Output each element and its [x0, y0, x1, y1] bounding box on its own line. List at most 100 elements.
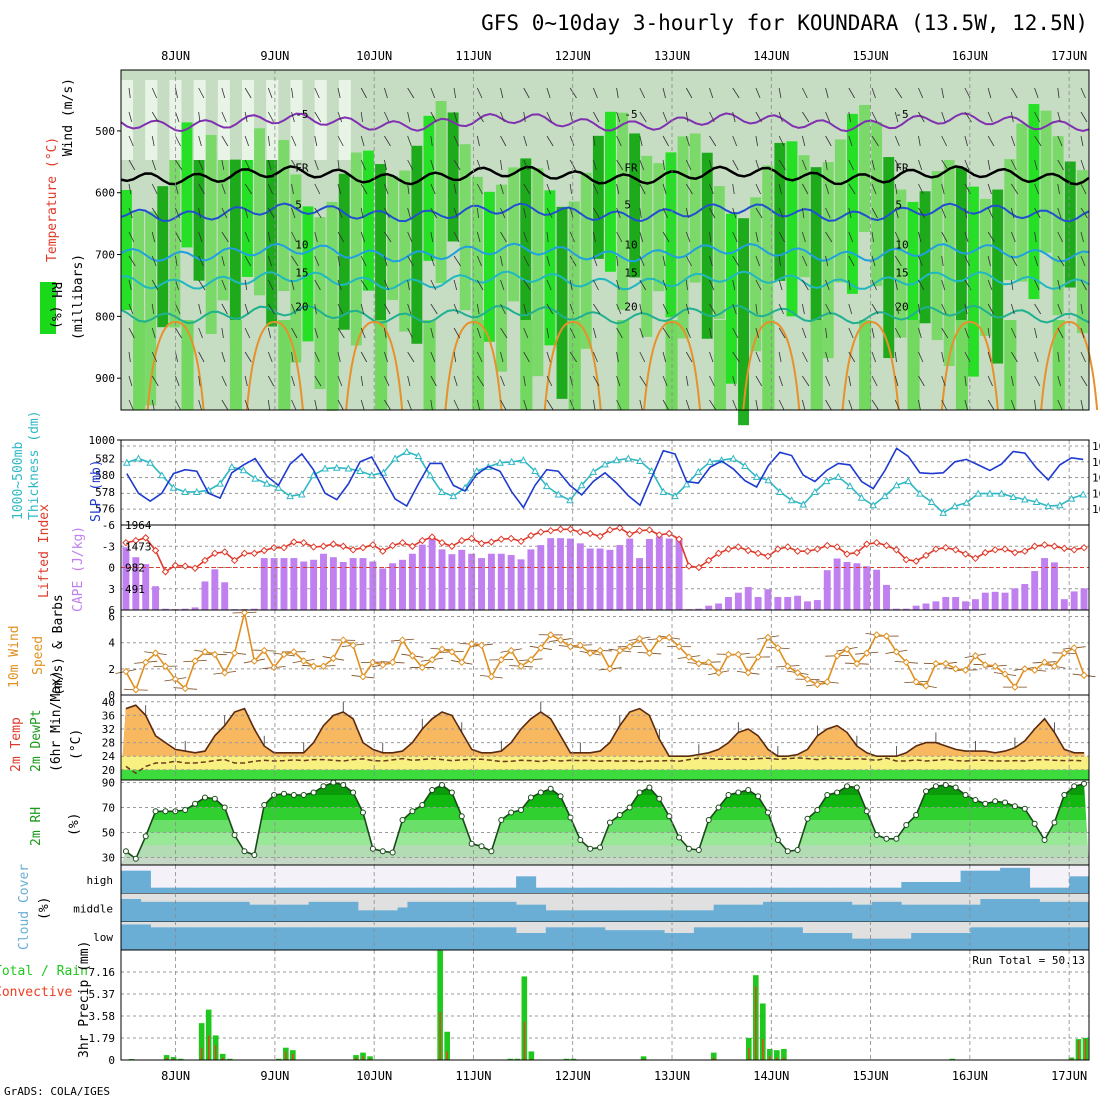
rh-band	[242, 146, 253, 277]
rh-line-point	[567, 814, 574, 821]
wind-barb	[314, 183, 321, 195]
lifted-index-line-point	[280, 543, 288, 552]
rh-band	[411, 145, 423, 344]
thickness-line-point	[881, 492, 889, 500]
wind-barb	[593, 183, 599, 195]
cloud-cell	[960, 904, 971, 922]
li-tick: -6	[102, 519, 115, 532]
wind-barb	[709, 135, 717, 147]
wind-barb	[291, 207, 296, 219]
precip-convective-bar	[172, 1058, 175, 1060]
wind-barb	[198, 279, 206, 291]
rh-band-low	[859, 320, 872, 410]
cloud-cell	[802, 933, 813, 950]
wind-barb	[755, 135, 758, 147]
lifted-index-line-point	[764, 552, 772, 560]
cloud-cell	[565, 887, 576, 894]
rh-band	[943, 160, 955, 367]
cloud-cell	[733, 887, 744, 894]
thickness-line-point	[542, 482, 551, 490]
cloud-cell	[575, 887, 586, 894]
date-label-top: 12JUN	[555, 49, 591, 63]
wind-barb	[987, 279, 993, 291]
thickness-line-point	[1032, 497, 1041, 505]
cape-bar	[586, 548, 594, 610]
wind-barb	[430, 135, 433, 147]
wind-barb	[825, 111, 831, 123]
cloud-cell	[921, 904, 932, 922]
wind-barb	[291, 87, 294, 99]
wind-barb	[128, 399, 134, 411]
wind-barb	[778, 327, 786, 339]
wind-barb	[267, 375, 275, 387]
wind-barb	[964, 399, 969, 411]
cloud-cell	[605, 910, 616, 922]
thickness-line-point	[402, 447, 411, 455]
wind-barb	[593, 159, 597, 171]
wind-barb	[546, 87, 551, 99]
cloud-cell	[160, 927, 171, 950]
cloud-cell	[763, 887, 774, 894]
wind-barb	[593, 327, 597, 339]
wind-barb	[685, 303, 690, 315]
lifted-index-line-point	[705, 556, 713, 565]
wind-barb	[569, 279, 573, 291]
wind-barb	[732, 255, 740, 267]
wind-barb	[639, 303, 643, 315]
wind-barb	[523, 255, 530, 267]
wind-barb	[1057, 255, 1065, 267]
precip-total-bar	[528, 1051, 535, 1060]
wind-speed-line-point	[616, 646, 624, 655]
wind-barb	[384, 207, 390, 219]
wind-barb	[941, 183, 945, 195]
wind-barb	[685, 159, 692, 171]
cloud-cell	[605, 887, 616, 894]
lifted-index-line-point	[596, 532, 604, 541]
rh-line-point	[389, 849, 396, 856]
thickness-line-point	[1044, 502, 1053, 510]
wind-barb	[523, 135, 528, 147]
wind-speed-line-point	[813, 680, 822, 689]
wind-barb	[360, 183, 368, 195]
cloud-cell	[674, 933, 685, 950]
lifted-index-line-point	[300, 539, 308, 547]
wind-barb	[175, 303, 181, 315]
wind-speed-line-point	[1060, 649, 1069, 657]
thickness-line-point	[1021, 495, 1029, 503]
cloud-cell	[476, 927, 487, 950]
wind-barb	[476, 327, 481, 339]
cloud-cell	[585, 927, 596, 950]
cloud-cell	[674, 887, 685, 894]
lifted-index-line-point	[1070, 546, 1078, 554]
wind-barb	[918, 207, 926, 219]
dew-band-green	[121, 769, 1089, 780]
wind-barb	[616, 207, 621, 219]
thickness-tick: 580	[95, 469, 115, 482]
rh-band-low	[617, 320, 630, 410]
wind-barb	[128, 255, 136, 267]
wind-barb	[987, 327, 990, 339]
wind-barb	[151, 255, 157, 267]
wind-barb	[384, 255, 388, 267]
rh-band	[520, 158, 532, 330]
cloud-cell	[200, 927, 211, 950]
cloud-cell	[387, 927, 398, 950]
rh-line-point	[804, 815, 811, 822]
cloud-cell	[466, 927, 477, 950]
wind-speed-line-point	[250, 657, 259, 665]
cloud-cell	[545, 927, 556, 950]
cloud-cell	[407, 887, 418, 894]
wind-barb	[337, 87, 341, 99]
thickness-line-point	[122, 458, 131, 466]
wind-barb	[802, 375, 810, 387]
wind-barb	[198, 303, 202, 315]
wind-barb	[453, 399, 460, 411]
wind-barb	[894, 135, 900, 147]
rh-tick: 70	[102, 802, 115, 815]
date-label-bottom: 8JUN	[161, 1069, 190, 1083]
cloud-cell	[279, 927, 290, 950]
wind-barb	[593, 351, 598, 363]
wind-barb	[291, 183, 294, 195]
wind-barb	[1057, 327, 1064, 339]
wind-barb	[709, 111, 715, 123]
